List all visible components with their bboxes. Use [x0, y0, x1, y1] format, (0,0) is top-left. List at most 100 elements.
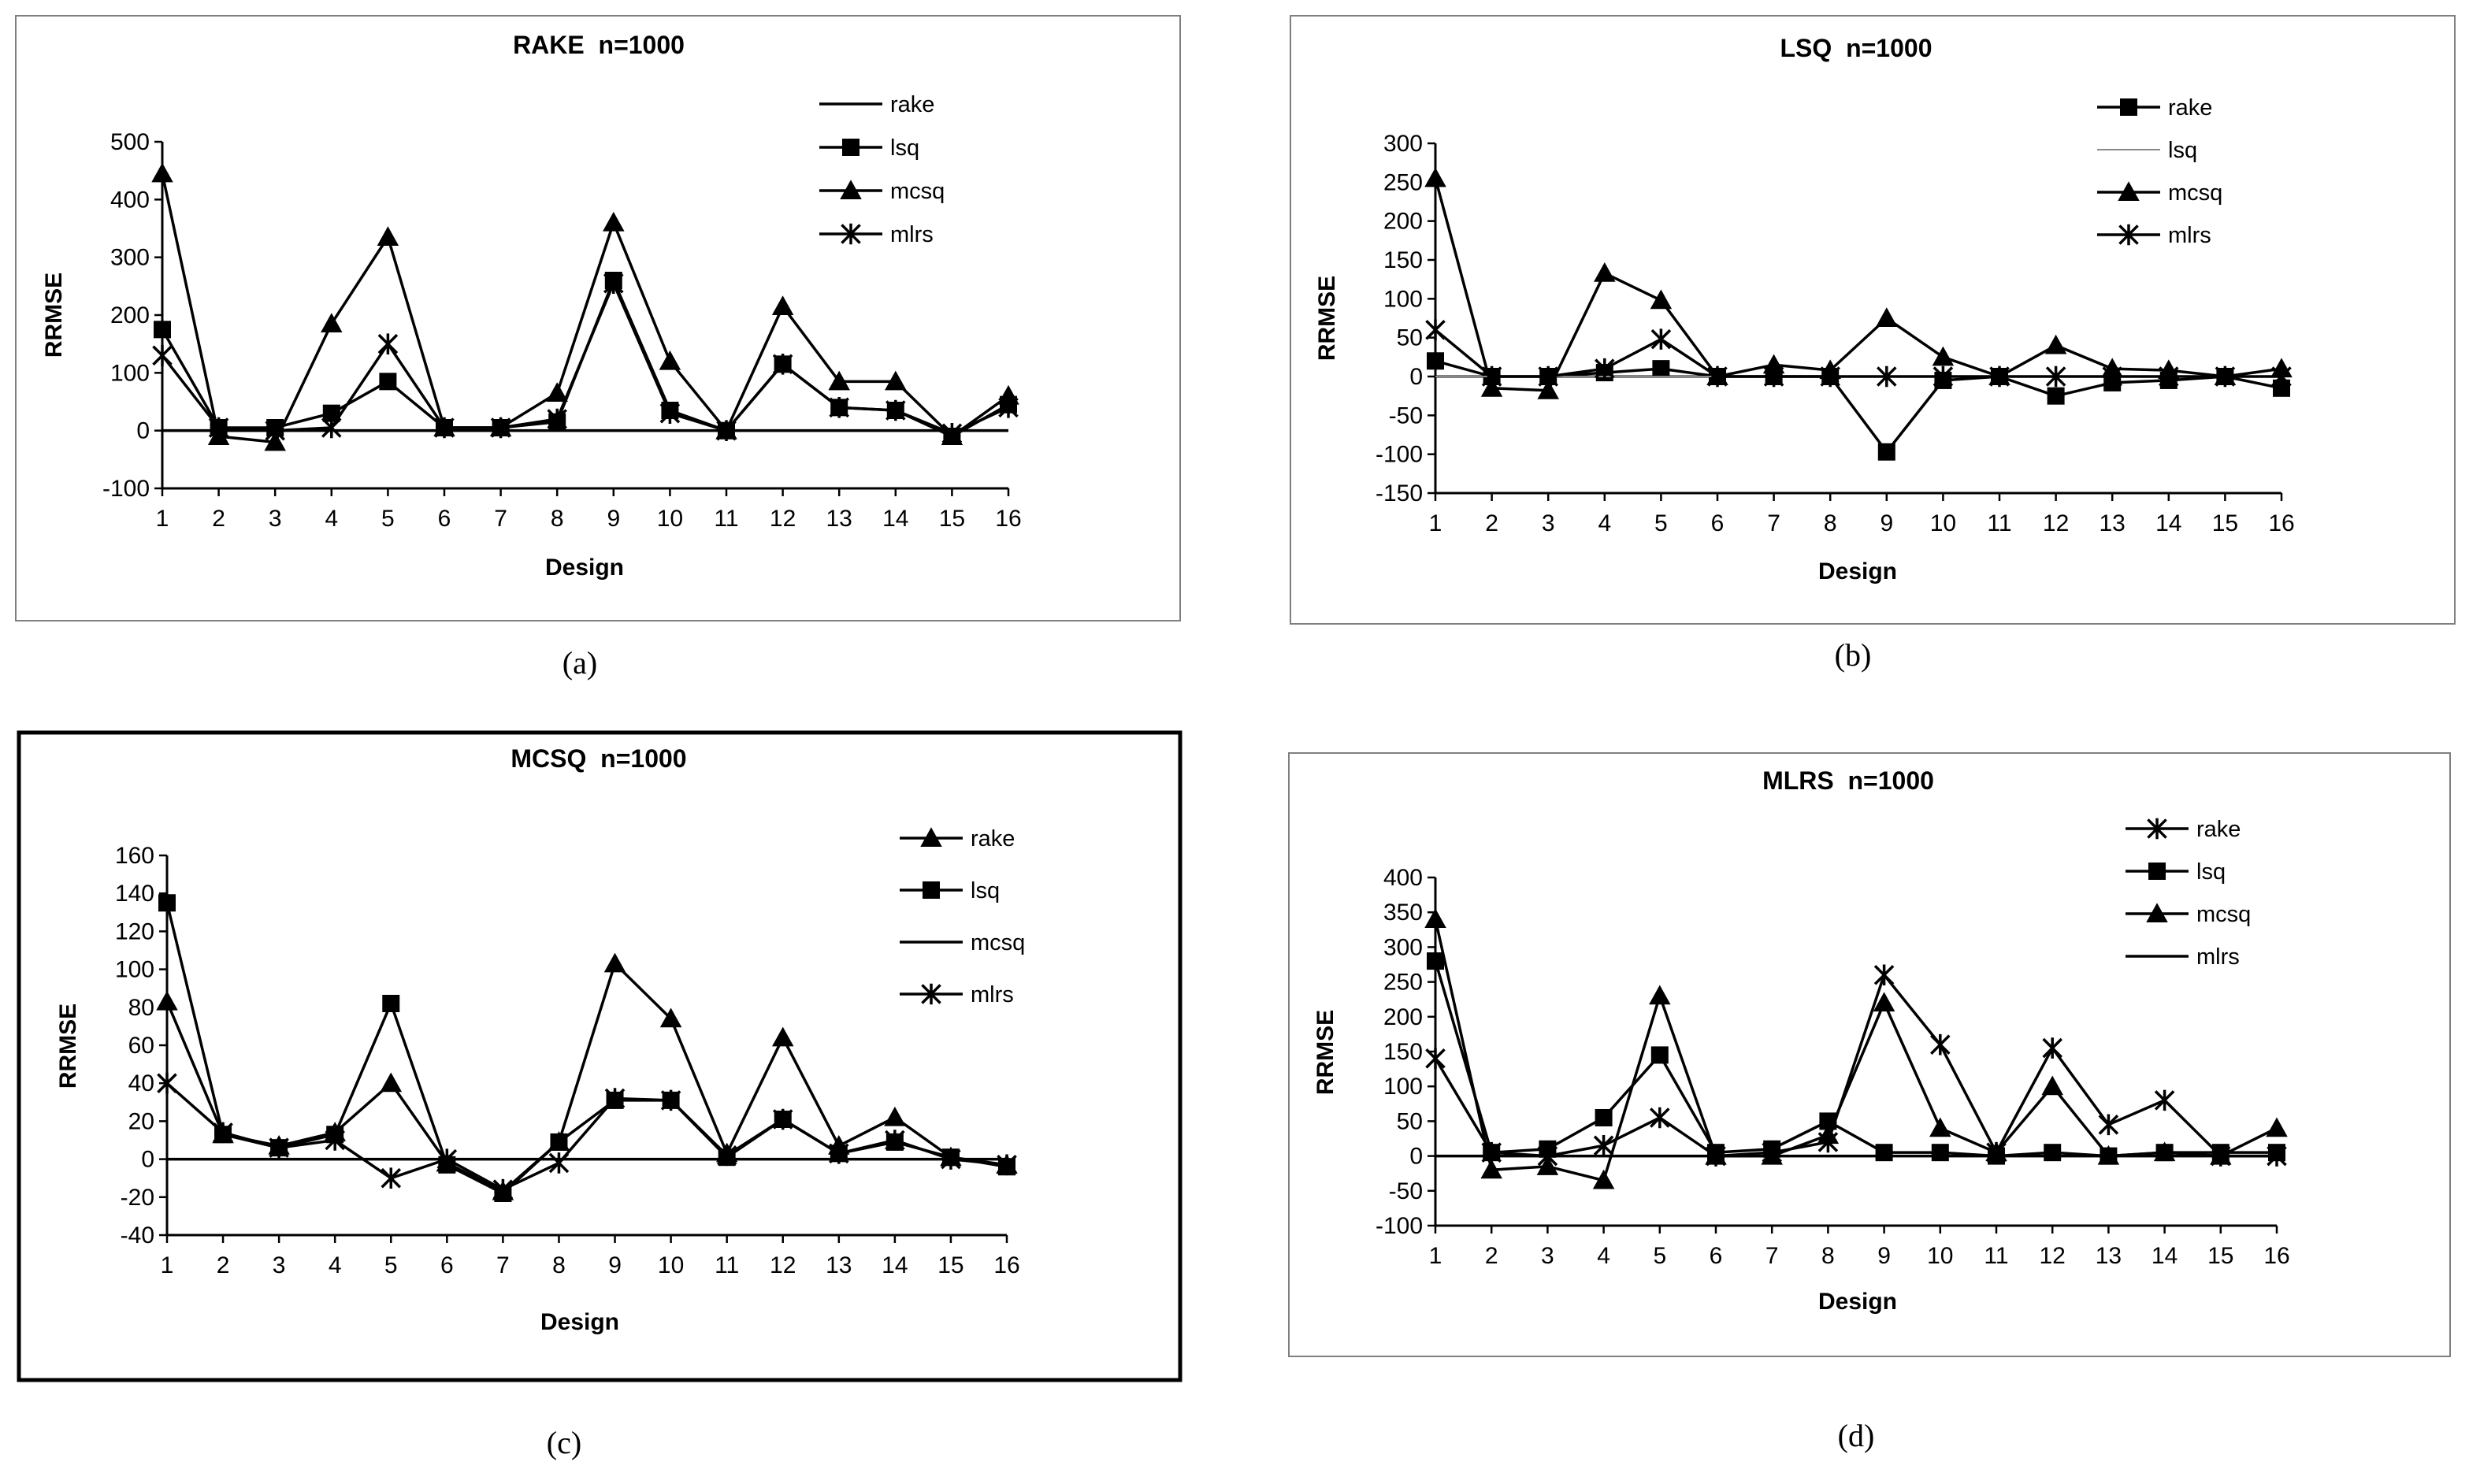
- data-point-mcsq: [2041, 1075, 2063, 1096]
- x-tick-label: 13: [826, 506, 852, 532]
- data-point-mlrs: [997, 1154, 1017, 1176]
- x-tick-label: 15: [939, 506, 965, 532]
- data-point-rake: [156, 990, 178, 1011]
- data-point-mlrs: [381, 1167, 402, 1189]
- x-tick-label: 2: [212, 506, 225, 532]
- x-tick-label: 9: [1880, 510, 1893, 536]
- y-tick-label: 400: [1383, 865, 1423, 891]
- data-point-lsq: [322, 404, 340, 422]
- x-axis-title: Design: [1818, 1289, 1897, 1315]
- y-axis-title: RRMSE: [41, 273, 67, 358]
- legend-label: mlrs: [971, 982, 1014, 1007]
- data-point-mcsq: [828, 370, 850, 391]
- x-tick-label: 4: [1597, 1243, 1610, 1269]
- series-mlrs: [1425, 319, 2292, 388]
- x-tick-label: 5: [381, 506, 395, 532]
- x-tick-label: 1: [1429, 510, 1442, 536]
- legend-label: rake: [971, 826, 1015, 851]
- data-point-lsq: [382, 994, 400, 1012]
- chart-frame: [1288, 752, 2451, 1357]
- x-tick-label: 8: [552, 1252, 566, 1278]
- data-point-mlrs: [213, 1122, 233, 1144]
- x-tick-label: 10: [657, 506, 683, 532]
- y-tick-label: 200: [1383, 1004, 1423, 1030]
- data-point-rake: [771, 1026, 794, 1047]
- x-tick-label: 5: [1654, 510, 1668, 536]
- legend-label: rake: [2168, 95, 2212, 121]
- legend-swatch-marker: [920, 827, 942, 847]
- y-tick-label: 20: [128, 1108, 154, 1134]
- x-tick-label: 13: [826, 1252, 852, 1278]
- x-tick-label: 1: [1429, 1243, 1442, 1269]
- data-point-lsq: [154, 321, 171, 339]
- y-tick-label: -50: [1389, 403, 1423, 429]
- data-point-mlrs: [1933, 365, 1954, 388]
- series-mlrs: [152, 273, 1019, 444]
- data-point-mlrs: [829, 397, 849, 418]
- x-tick-label: 9: [607, 506, 620, 532]
- x-axis-title: Design: [540, 1309, 619, 1335]
- data-point-mlrs: [152, 345, 173, 366]
- data-point-mlrs: [885, 399, 906, 421]
- data-point-rake: [1877, 443, 1895, 461]
- data-point-mlrs: [885, 1130, 905, 1151]
- data-point-rake: [2098, 1114, 2119, 1136]
- y-tick-label: 100: [110, 360, 150, 386]
- data-point-mlrs: [548, 1152, 570, 1174]
- x-tick-label: 6: [438, 506, 451, 532]
- legend-item-mcsq: mcsq: [900, 930, 1025, 955]
- data-point-lsq: [158, 894, 176, 912]
- chart-frame: [1290, 15, 2456, 625]
- y-tick-label: 40: [128, 1070, 154, 1096]
- series-line-rake: [165, 962, 1008, 1193]
- data-point-mlrs: [377, 333, 399, 354]
- data-point-mlrs: [660, 1089, 681, 1111]
- x-tick-label: 14: [882, 1252, 908, 1278]
- data-point-rake: [1873, 964, 1895, 986]
- data-point-mlrs: [2102, 365, 2122, 388]
- data-point-rake: [2273, 379, 2290, 397]
- x-tick-label: 12: [770, 506, 796, 532]
- x-tick-label: 3: [1541, 1243, 1554, 1269]
- x-tick-label: 6: [1711, 510, 1725, 536]
- data-point-mlrs: [1650, 328, 1672, 350]
- panel-caption: (d): [1838, 1418, 1875, 1453]
- data-point-mlrs: [941, 423, 963, 444]
- data-point-mlrs: [1707, 365, 1728, 388]
- data-point-mlrs: [434, 417, 455, 439]
- legend-swatch-marker: [2118, 224, 2139, 246]
- chart-title: MCSQ n=1000: [511, 744, 686, 773]
- legend-swatch-marker: [2148, 863, 2166, 880]
- data-point-mcsq: [2044, 334, 2067, 354]
- x-tick-label: 14: [2152, 1243, 2178, 1269]
- y-tick-label: -20: [121, 1185, 154, 1211]
- series-mlrs: [157, 1072, 1017, 1200]
- x-tick-label: 2: [1485, 510, 1498, 536]
- y-tick-label: 140: [115, 881, 154, 907]
- data-point-mcsq: [377, 226, 399, 246]
- legend-swatch-marker: [840, 180, 862, 199]
- x-tick-label: 14: [882, 506, 908, 532]
- data-point-mcsq: [1537, 380, 1559, 399]
- chart-panel-b: LSQ n=1000 -150 -100 -50 0 50 100 150 200 250 300 1…: [1290, 15, 2456, 625]
- data-point-mlrs: [547, 408, 567, 430]
- y-tick-label: 100: [1383, 286, 1423, 312]
- data-point-mcsq: [1873, 992, 1895, 1012]
- x-tick-label: 16: [995, 506, 1021, 532]
- y-tick-label: 200: [1383, 209, 1423, 235]
- data-point-mcsq: [264, 431, 286, 451]
- legend-label: lsq: [890, 135, 919, 161]
- y-tick-label: 250: [1383, 169, 1423, 195]
- chart-title: RAKE n=1000: [513, 31, 685, 59]
- data-point-mcsq: [546, 382, 568, 402]
- legend-label: lsq: [971, 878, 1000, 903]
- data-point-mcsq: [1876, 307, 1898, 327]
- x-tick-label: 12: [2043, 510, 2069, 536]
- data-point-mlrs: [1763, 365, 1784, 388]
- x-tick-label: 7: [1767, 510, 1780, 536]
- x-tick-label: 15: [2212, 510, 2238, 536]
- series-line-mcsq: [161, 173, 1010, 444]
- data-point-rake: [603, 952, 626, 973]
